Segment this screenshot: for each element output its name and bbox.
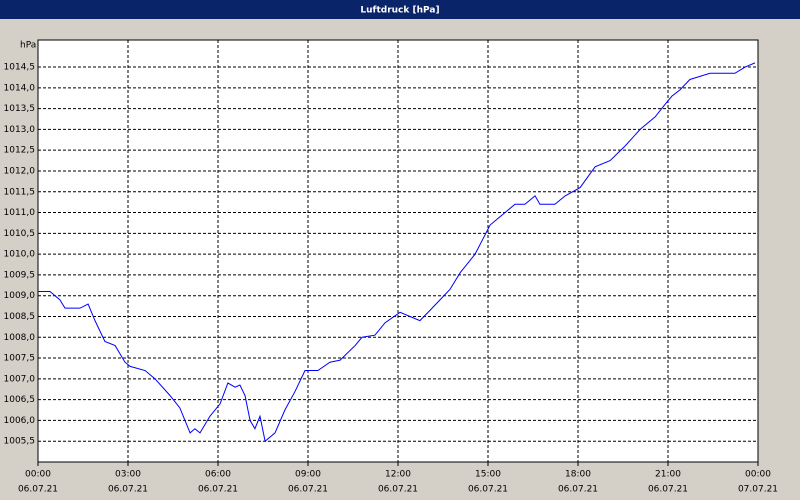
x-tick-label: 12:00 bbox=[385, 470, 411, 480]
y-tick-label: 1013,5 bbox=[4, 104, 36, 114]
y-axis-label: hPa bbox=[20, 41, 36, 51]
x-tick-label: 15:00 bbox=[475, 470, 501, 480]
x-tick-label: 00:00 bbox=[25, 470, 51, 480]
y-tick-label: 1010,0 bbox=[4, 250, 36, 260]
y-tick-label: 1014,0 bbox=[4, 83, 36, 93]
y-tick-label: 1013,0 bbox=[4, 125, 36, 135]
y-tick-label: 1007,0 bbox=[4, 374, 36, 384]
x-tick-date: 06.07.21 bbox=[198, 485, 238, 495]
y-tick-label: 1008,5 bbox=[4, 312, 36, 322]
title-bar bbox=[0, 0, 800, 19]
y-tick-label: 1008,0 bbox=[4, 333, 36, 343]
x-tick-date: 07.07.21 bbox=[738, 485, 778, 495]
y-tick-label: 1010,5 bbox=[4, 229, 36, 239]
x-tick-date: 06.07.21 bbox=[108, 485, 148, 495]
y-tick-label: 1006,0 bbox=[4, 416, 36, 426]
y-tick-label: 1006,5 bbox=[4, 395, 36, 405]
y-tick-label: 1007,5 bbox=[4, 354, 36, 364]
x-tick-label: 03:00 bbox=[115, 470, 141, 480]
y-tick-label: 1009,5 bbox=[4, 270, 36, 280]
x-tick-label: 06:00 bbox=[205, 470, 231, 480]
x-tick-label: 00:00 bbox=[745, 470, 771, 480]
chart-title: Luftdruck [hPa] bbox=[360, 6, 439, 16]
y-tick-label: 1011,5 bbox=[4, 187, 36, 197]
x-tick-date: 06.07.21 bbox=[378, 485, 418, 495]
x-tick-date: 06.07.21 bbox=[18, 485, 58, 495]
x-tick-date: 06.07.21 bbox=[468, 485, 508, 495]
y-tick-label: 1012,0 bbox=[4, 166, 36, 176]
x-tick-date: 06.07.21 bbox=[648, 485, 688, 495]
y-tick-label: 1005,5 bbox=[4, 437, 36, 447]
x-tick-label: 18:00 bbox=[565, 470, 591, 480]
y-tick-label: 1009,0 bbox=[4, 291, 36, 301]
y-tick-label: 1014,5 bbox=[4, 63, 36, 73]
y-tick-label: 1011,0 bbox=[4, 208, 36, 218]
line bbox=[38, 62, 756, 443]
y-tick-label: 1012,5 bbox=[4, 146, 36, 156]
x-tick-date: 06.07.21 bbox=[558, 485, 598, 495]
x-tick-date: 06.07.21 bbox=[288, 485, 328, 495]
x-tick-label: 09:00 bbox=[295, 470, 321, 480]
x-tick-label: 21:00 bbox=[655, 470, 681, 480]
